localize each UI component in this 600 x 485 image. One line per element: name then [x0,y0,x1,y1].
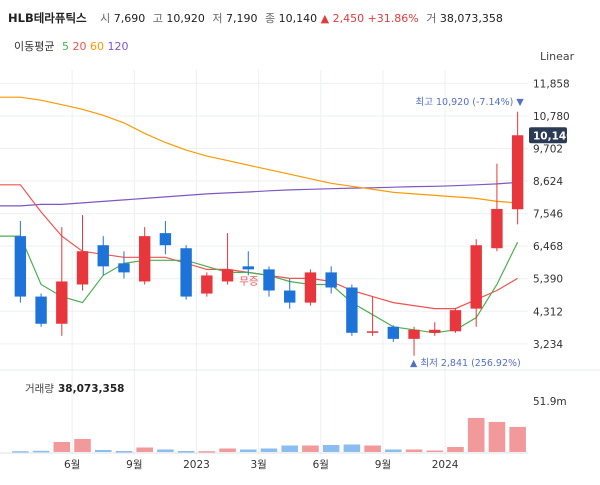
candle-body [511,135,524,210]
change-value: ▲ 2,450 [320,12,365,25]
ma-60-label: 60 [89,40,104,53]
low-label: 저 [212,12,223,25]
candle-body [159,233,172,246]
ma-title: 이동평균 [14,40,55,53]
x-tick-label: 3월 [250,459,266,471]
candle-body [366,331,379,333]
volume-bar [32,450,50,453]
volume-bar [177,450,195,453]
candle-body [35,296,47,324]
ma-120-line [0,181,518,207]
scale-toggle[interactable]: Linear [540,50,575,63]
volume-bar [322,444,340,452]
candle-body [304,272,317,303]
volume-bar [94,449,112,452]
y-tick-label: 5,390 [533,274,563,286]
x-tick-label: 9월 [375,459,391,471]
high-value: 10,920 [166,12,205,25]
low-value: 7,190 [226,12,258,25]
volume-bar [115,450,133,453]
change-percent: +31.86% [367,12,419,25]
volume-bar [239,449,257,452]
volume-bar [467,417,485,452]
x-tick-label: 6월 [313,459,329,471]
candle-body [97,245,109,267]
x-tick-label: 2024 [432,459,459,471]
stock-name: HLB테라퓨틱스 [8,11,87,25]
x-tick-label: 9월 [126,459,142,471]
open-value: 7,690 [113,12,146,25]
high-annotation: 최고 10,920 (-7.14%) ▼ [416,97,525,108]
volume-bar [198,451,216,453]
candle-body [387,326,400,339]
x-tick-label: 2023 [183,459,210,471]
candle-body [180,248,192,297]
volume-bar [281,445,299,452]
candle-body [449,310,462,332]
moving-average-legend[interactable]: 이동평균 5 20 60 120 [14,38,128,54]
stock-header: HLB테라퓨틱스 시 7,690 고 10,920 저 7,190 종 10,1… [8,10,503,26]
y-tick-label: 11,858 [533,78,570,90]
volume-bar [364,445,381,452]
candle-body [201,275,213,294]
candle-body [284,290,296,303]
volume-bar [12,451,29,453]
candle-body [346,287,358,333]
candle-body [242,266,254,270]
volume-bar [219,448,236,452]
volume-bar [488,421,506,452]
volume-bar [157,449,174,452]
candle-body [325,272,337,288]
y-tick-label: 4,312 [533,306,563,318]
candle-body [14,236,27,297]
volume-bar [385,449,402,452]
candle-body [470,245,482,309]
volume-tick-label: 51.9m [533,396,567,408]
ma-120-label: 120 [107,40,129,53]
y-tick-label: 6,468 [533,241,563,253]
low-annotation: ▲ 최저 2,841 (256.92%) [410,358,521,369]
close-value: 10,140 [278,12,318,25]
candle-body [263,269,275,291]
candle-body [491,208,503,249]
y-tick-label: 9,702 [533,143,563,155]
candle-body [138,236,151,282]
candle-body [429,329,441,333]
y-tick-label: 3,234 [533,339,563,351]
volume-bar [447,446,464,452]
volume-bar [405,449,423,452]
y-tick-label: 10,780 [533,111,570,123]
x-tick-label: 6월 [64,459,80,471]
volume-bar [426,450,444,452]
candle-body [221,269,234,282]
volume-bar [53,441,71,452]
candle-body [118,263,130,273]
candle-body [56,281,68,324]
volume-bar [509,426,526,452]
volume-bar [302,445,319,452]
volume-bar [260,448,278,452]
volume-bar [343,444,361,452]
candle-body [408,329,420,339]
ma-60-line [0,96,518,204]
y-tick-label: 8,624 [533,176,563,188]
volume-bar [74,438,91,452]
y-tick-label: 7,546 [533,209,563,221]
volume-panel-value: 38,073,358 [58,383,124,395]
volume-value: 38,073,358 [439,12,503,25]
high-label: 고 [152,12,163,25]
volume-panel-label: 거래량 [25,383,54,395]
ma-5-label: 5 [61,40,69,53]
price-tag-bg [529,127,567,144]
volume-label: 거 [426,12,437,25]
event-label: 무증 [239,275,259,287]
close-label: 종 [265,12,276,25]
candle-body [76,251,89,285]
ma-20-label: 20 [72,40,87,53]
open-label: 시 [100,12,111,25]
price-tag: 10,140 [533,130,574,142]
volume-bar [136,447,153,452]
